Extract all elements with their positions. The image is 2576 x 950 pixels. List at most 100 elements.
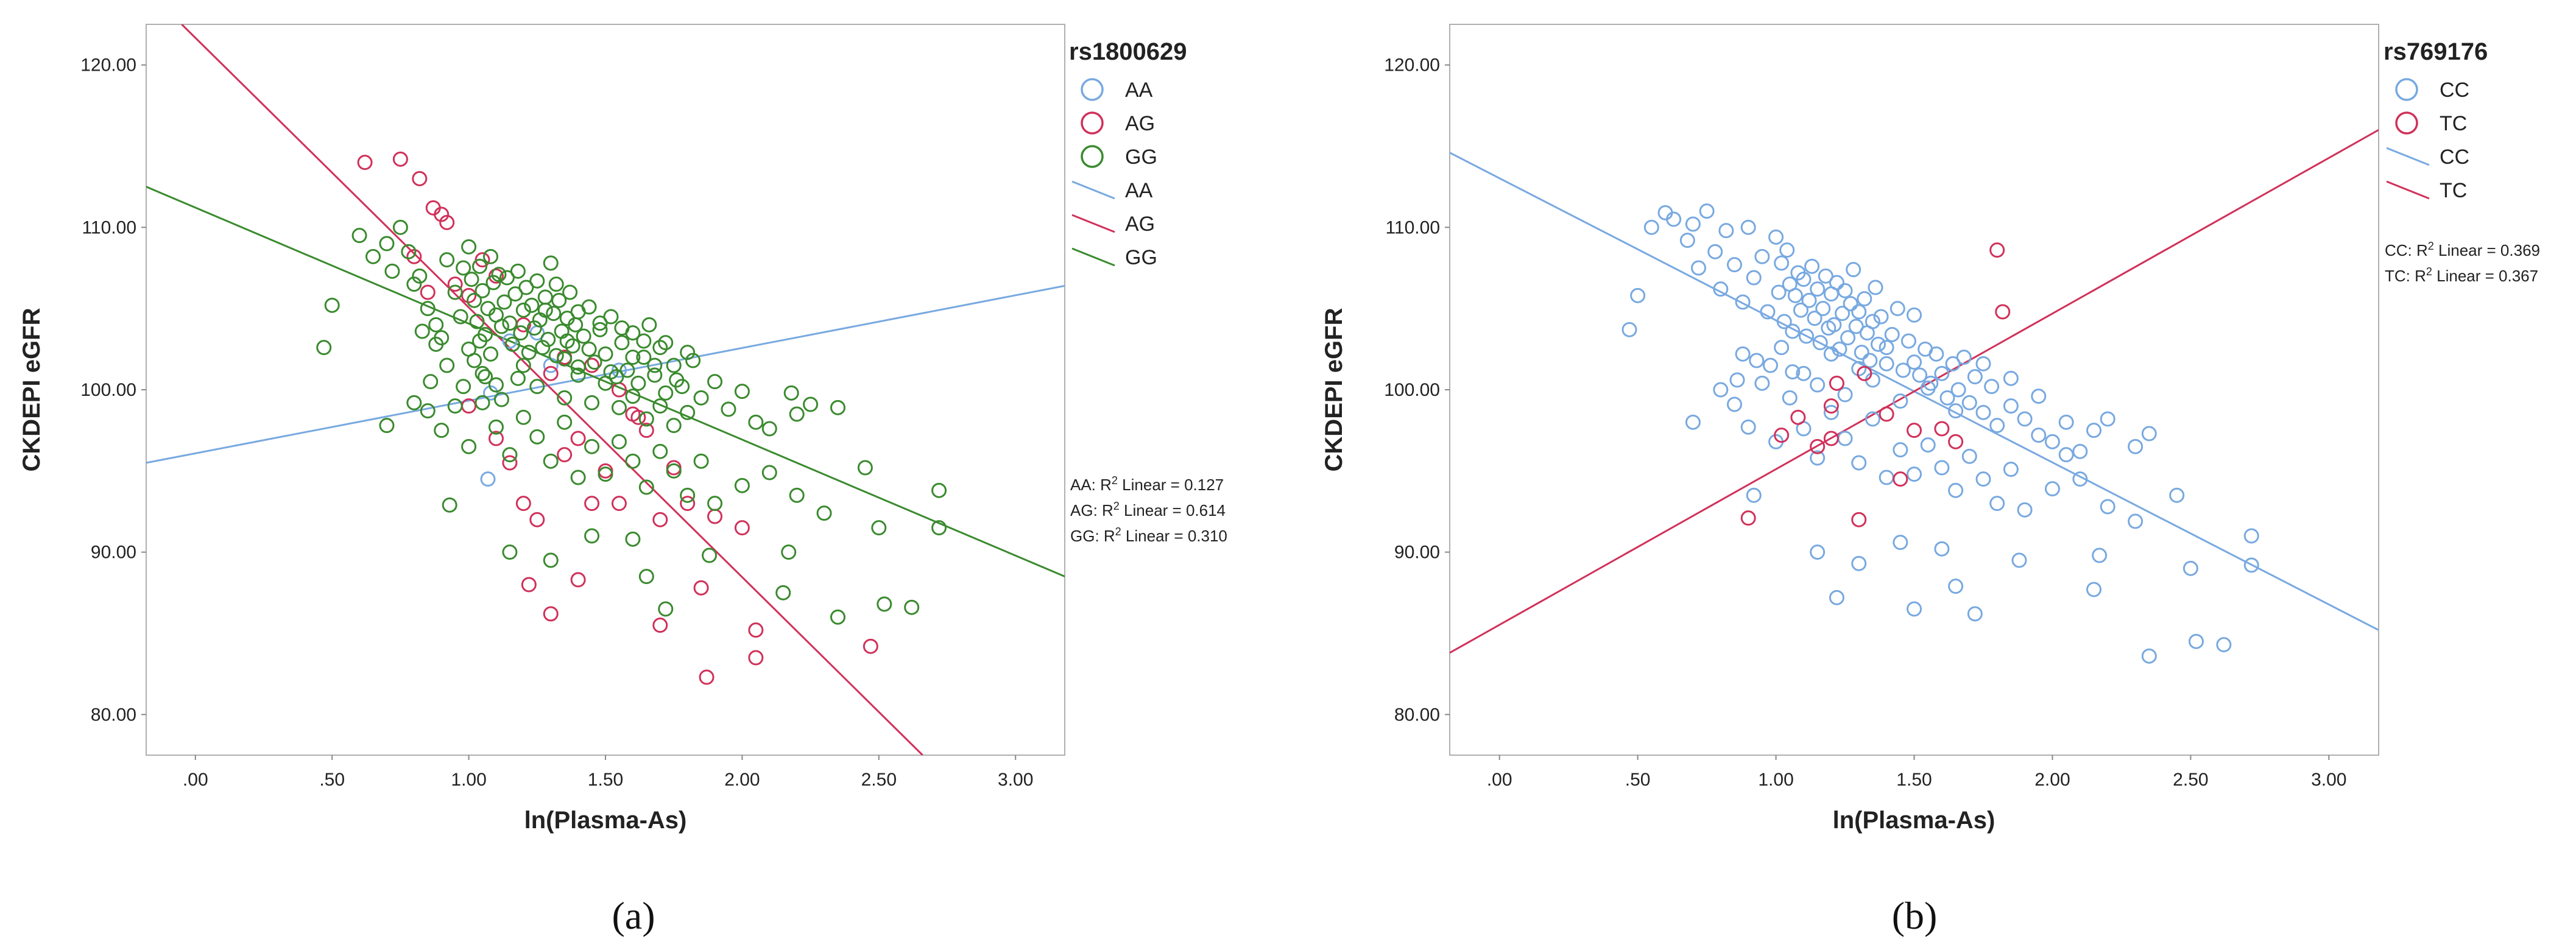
point-cc xyxy=(1837,283,1853,298)
legend-label-gg: GG xyxy=(1125,146,1157,169)
x-tick-label: 3.00 xyxy=(998,770,1033,790)
legend-label-ag: AG xyxy=(1125,213,1155,236)
point-gg xyxy=(467,292,482,308)
y-tick-label: 120.00 xyxy=(1384,55,1440,76)
point-cc xyxy=(1754,248,1770,264)
r2-annotation: TC: R2 Linear = 0.367 xyxy=(2385,266,2538,285)
point-gg xyxy=(598,346,613,362)
point-gg xyxy=(857,460,873,476)
point-gg xyxy=(475,365,490,381)
point-gg xyxy=(647,367,663,383)
point-gg xyxy=(384,263,400,279)
point-cc xyxy=(2188,633,2204,649)
point-cc xyxy=(1920,380,1936,396)
point-gg xyxy=(680,487,696,503)
point-gg xyxy=(324,297,340,313)
point-gg xyxy=(439,252,455,268)
point-gg xyxy=(576,328,591,344)
point-cc xyxy=(1948,482,1964,498)
point-cc xyxy=(1975,471,1991,487)
point-ag xyxy=(434,206,450,222)
y-tick-label: 120.00 xyxy=(80,55,136,76)
point-cc xyxy=(1812,335,1828,351)
point-gg xyxy=(434,423,450,438)
point-gg xyxy=(685,353,701,368)
point-cc xyxy=(1884,326,1900,342)
x-tick-label: 1.50 xyxy=(588,770,623,790)
point-cc xyxy=(1810,544,1826,560)
point-gg xyxy=(570,304,586,320)
x-tick-label: .00 xyxy=(1487,770,1512,790)
point-tc xyxy=(1810,438,1826,454)
point-gg xyxy=(548,348,564,364)
point-cc xyxy=(1735,294,1751,310)
point-ag xyxy=(638,423,654,438)
point-cc xyxy=(1854,345,1869,361)
point-gg xyxy=(442,497,457,513)
point-gg xyxy=(483,248,498,264)
point-gg xyxy=(816,505,832,521)
point-gg xyxy=(658,335,674,351)
point-cc xyxy=(1726,257,1742,273)
point-gg xyxy=(401,244,417,259)
point-gg xyxy=(625,350,641,365)
y-ticks-a: 80.00 90.00 100.00 110.00 120.00 xyxy=(80,55,146,725)
point-ag xyxy=(570,431,586,446)
r2-annotation: CC: R2 Linear = 0.369 xyxy=(2385,240,2540,259)
y-tick-label: 100.00 xyxy=(1384,380,1440,400)
point-cc xyxy=(1907,601,1922,617)
x-axis-title-b: ln(Plasma-As) xyxy=(1833,807,1996,834)
point-cc xyxy=(1851,455,1867,471)
x-tick-label: 1.50 xyxy=(1896,770,1932,790)
point-gg xyxy=(614,335,630,351)
point-gg xyxy=(570,470,586,485)
point-gg xyxy=(693,453,709,469)
point-gg xyxy=(499,270,515,286)
point-gg xyxy=(562,284,578,300)
point-gg xyxy=(666,463,682,479)
panel-label-b: (b) xyxy=(1892,894,1938,937)
point-cc xyxy=(1666,211,1682,227)
point-cc xyxy=(1868,280,1883,295)
point-gg xyxy=(513,325,529,341)
point-gg xyxy=(524,297,540,313)
point-cc xyxy=(1837,387,1853,403)
point-gg xyxy=(485,275,501,290)
y-tick-label: 110.00 xyxy=(82,217,136,237)
point-cc xyxy=(1735,346,1751,362)
point-cc xyxy=(1934,460,1950,476)
point-gg xyxy=(707,374,723,390)
point-gg xyxy=(518,280,534,295)
point-tc xyxy=(1740,510,1756,526)
point-tc xyxy=(1823,431,1839,446)
point-cc xyxy=(1851,304,1867,320)
legend-marker-gg xyxy=(1081,145,1104,168)
point-cc xyxy=(1989,418,2005,434)
point-cc xyxy=(1754,375,1770,391)
point-ag xyxy=(357,155,373,171)
y-tick-label: 90.00 xyxy=(91,543,136,563)
point-gg xyxy=(638,569,654,585)
legend-marker-aa xyxy=(1081,78,1104,101)
point-cc xyxy=(1729,372,1745,388)
r2-annotation: GG: R2 Linear = 0.310 xyxy=(1070,526,1227,545)
x-tick-label: 2.00 xyxy=(724,770,760,790)
point-gg xyxy=(472,258,488,274)
point-tc xyxy=(1948,434,1964,449)
point-gg xyxy=(548,276,564,292)
point-cc xyxy=(1934,365,1950,381)
point-gg xyxy=(931,482,947,498)
point-cc xyxy=(2072,443,2088,459)
point-gg xyxy=(680,345,696,361)
point-cc xyxy=(1804,258,1820,274)
legend-label-tc: TC xyxy=(2440,112,2467,135)
point-gg xyxy=(521,345,537,361)
point-gg xyxy=(619,362,635,378)
point-ag xyxy=(570,572,586,588)
point-gg xyxy=(504,336,520,352)
point-gg xyxy=(581,341,597,357)
point-gg xyxy=(559,333,575,349)
y-tick-label: 80.00 xyxy=(91,705,136,725)
point-cc xyxy=(2017,502,2033,518)
point-cc xyxy=(2017,411,2033,427)
